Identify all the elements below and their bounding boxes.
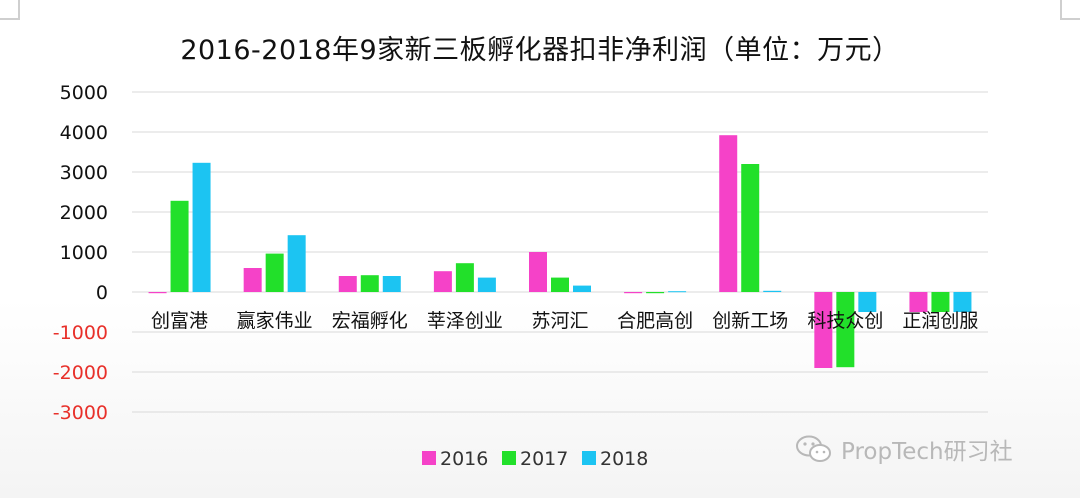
bar <box>243 268 262 292</box>
bar <box>836 292 855 368</box>
x-tick-label: 赢家伟业 <box>237 310 313 332</box>
x-tick-label: 正润创服 <box>902 310 978 332</box>
bar <box>455 263 474 292</box>
y-tick-label: 3000 <box>60 162 108 184</box>
bar <box>170 200 189 292</box>
legend-label: 2018 <box>600 448 648 470</box>
y-tick-label: -2000 <box>53 362 108 384</box>
bar <box>148 292 167 294</box>
bar <box>529 252 547 292</box>
x-tick-label: 创新工场 <box>712 310 788 332</box>
bar <box>551 277 569 292</box>
bar <box>953 292 972 312</box>
y-tick-label: 0 <box>96 282 108 304</box>
legend-swatch <box>422 451 436 465</box>
y-tick-label: 1000 <box>60 242 108 264</box>
bar <box>858 292 877 312</box>
bar <box>477 277 496 292</box>
y-tick-label: 5000 <box>60 82 108 104</box>
watermark: PropTech研习社 <box>795 432 1013 466</box>
y-tick-label: 4000 <box>60 122 108 144</box>
wechat-icon <box>796 435 831 462</box>
bar <box>624 292 643 294</box>
bar <box>265 253 284 292</box>
bar <box>741 164 760 292</box>
bar <box>646 292 665 294</box>
corner-mark <box>1060 0 1080 20</box>
corner-mark <box>0 0 20 20</box>
bar <box>360 275 379 292</box>
legend-swatch <box>582 451 596 465</box>
bar <box>382 276 401 292</box>
bar <box>668 291 687 293</box>
legend-label: 2017 <box>520 448 568 470</box>
bar <box>909 292 928 312</box>
bar <box>338 276 357 292</box>
x-tick-label: 宏福孵化 <box>332 310 408 332</box>
bar <box>763 290 782 292</box>
bar <box>719 135 738 292</box>
x-tick-label: 莘泽创业 <box>427 310 503 332</box>
bar <box>573 285 591 292</box>
chart-title: 2016-2018年9家新三板孵化器扣非净利润（单位：万元） <box>180 35 900 66</box>
watermark-text: PropTech研习社 <box>841 439 1013 465</box>
legend-label: 2016 <box>440 448 488 470</box>
y-tick-label: 2000 <box>60 202 108 224</box>
bar <box>287 235 306 292</box>
bar <box>433 271 452 292</box>
bar <box>814 292 833 368</box>
bar <box>192 162 211 292</box>
y-tick-label: -1000 <box>53 322 108 344</box>
x-tick-label: 创富港 <box>151 310 208 332</box>
y-tick-label: -3000 <box>53 402 108 424</box>
legend-swatch <box>502 451 516 465</box>
bar <box>931 292 950 312</box>
x-tick-label: 苏河汇 <box>531 310 588 332</box>
x-tick-label: 科技众创 <box>807 310 883 332</box>
x-tick-label: 合肥高创 <box>617 310 693 332</box>
